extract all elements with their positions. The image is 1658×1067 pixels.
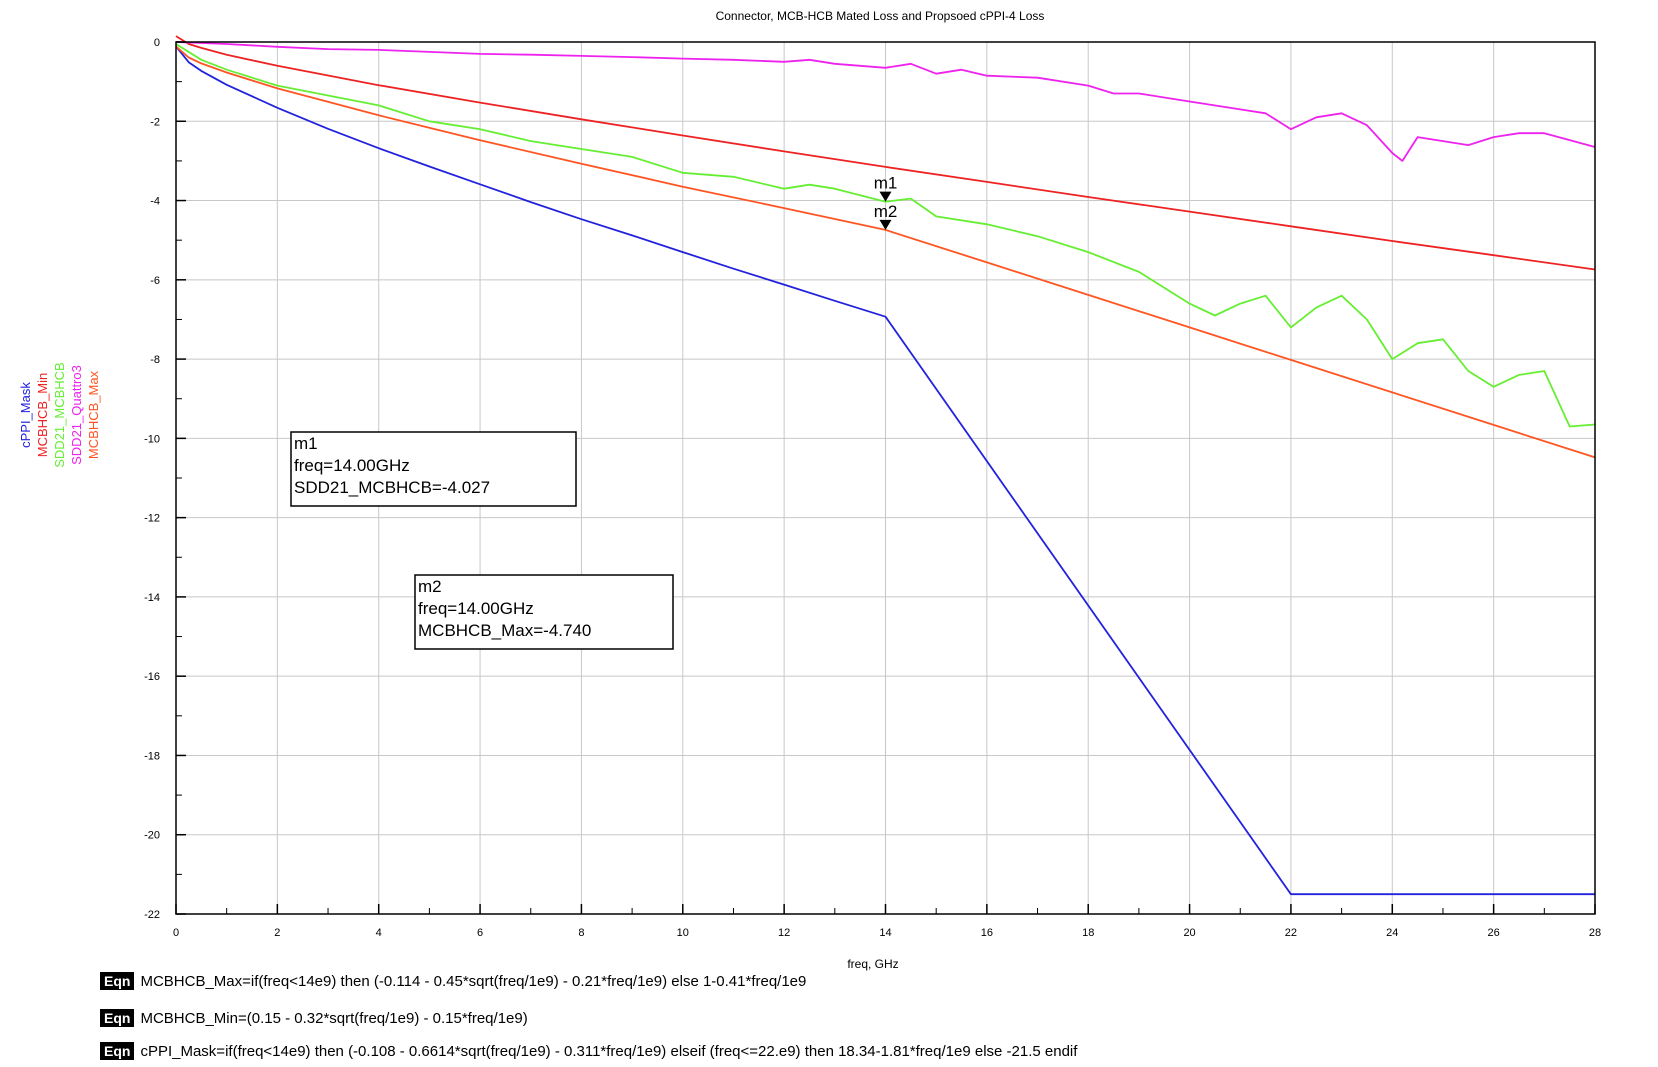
x-tick-label: 22	[1285, 927, 1297, 939]
series-line-mcbhcb-max	[175, 45, 1596, 459]
y-tick-label: -20	[144, 830, 160, 842]
x-tick-label: 4	[376, 927, 382, 939]
marker-m1-readout-box	[290, 431, 577, 507]
y-tick-label: 0	[154, 37, 160, 49]
y-tick-label: -22	[144, 909, 160, 921]
markers: m1 m1 freq=14.00GHz SDD21_MCBHCB=-4.027 m2 m2…	[290, 174, 898, 650]
series-line-mcbhcb-min	[175, 35, 1596, 271]
y-tick-label: -14	[144, 592, 160, 604]
marker-m1-readout-line: freq=14.00GHz	[294, 456, 410, 475]
eqn-text: MCBHCB_Max=if(freq<14e9) then (-0.114 - …	[140, 972, 807, 990]
eqn-text: cPPI_Mask=if(freq<14e9) then (-0.108 - 0…	[140, 1042, 1078, 1060]
axis-ticks: 0 2 4 6 8 10 12 14 16 18 20 22 24 26 280-2-4-6-8-10-12…	[144, 37, 1601, 939]
legend: cPPI_Mask MCBHCB_Min SDD21_MCBHCB SDD21_Qua…	[18, 362, 101, 467]
x-tick-label: 28	[1589, 927, 1601, 939]
y-tick-label: -6	[150, 275, 160, 287]
marker-m2-readout-line: m2	[418, 577, 442, 596]
eqn-badge: Eqn	[100, 972, 135, 990]
x-tick-label: 24	[1386, 927, 1398, 939]
marker-m2-readout-box	[414, 574, 674, 650]
y-tick-label: -4	[150, 196, 160, 208]
legend-entry-mcbhcb-max: MCBHCB_Max	[86, 370, 101, 459]
y-tick-label: -12	[144, 513, 160, 525]
marker-m1-readout-line: SDD21_MCBHCB=-4.027	[294, 478, 490, 497]
x-tick-label: 0	[173, 927, 179, 939]
eqn-badge: Eqn	[100, 1009, 135, 1027]
equation-row-mcbhcb-max: Eqn MCBHCB_Max=if(freq<14e9) then (-0.11…	[100, 970, 806, 992]
marker-m1-triangle	[879, 191, 892, 202]
legend-entry-sdd21-quattro3: SDD21_Quattro3	[69, 365, 84, 465]
x-tick-label: 2	[274, 927, 280, 939]
x-tick-label: 6	[477, 927, 483, 939]
y-tick-label: -8	[150, 354, 160, 366]
y-tick-label: -10	[144, 433, 160, 445]
marker-m1-label: m1	[874, 174, 898, 193]
legend-entry-cppi-mask: cPPI_Mask	[18, 382, 33, 448]
x-tick-label: 20	[1183, 927, 1195, 939]
marker-m2-triangle	[879, 219, 892, 230]
x-tick-label: 26	[1488, 927, 1500, 939]
series-line-sdd21-quattro3	[175, 41, 1596, 162]
y-tick-label: -2	[150, 116, 160, 128]
x-tick-label: 14	[879, 927, 891, 939]
x-tick-label: 10	[677, 927, 689, 939]
marker-m1-readout-line: m1	[294, 434, 318, 453]
marker-m2-readout-line: freq=14.00GHz	[418, 599, 534, 618]
x-tick-label: 12	[778, 927, 790, 939]
x-tick-label: 8	[578, 927, 584, 939]
chart-title: Connector, MCB-HCB Mated Loss and Propso…	[716, 9, 1045, 23]
series-line-cppi-mask	[175, 45, 1595, 896]
series-line-sdd21-mcbhcb	[175, 43, 1596, 428]
equation-row-mcbhcb-min: Eqn MCBHCB_Min=(0.15 - 0.32*sqrt(freq/1e…	[100, 1007, 528, 1029]
legend-entry-mcbhcb-min: MCBHCB_Min	[35, 373, 50, 458]
x-axis-label: freq, GHz	[847, 957, 898, 971]
x-tick-label: 18	[1082, 927, 1094, 939]
eqn-badge: Eqn	[100, 1042, 135, 1060]
marker-m2-label: m2	[874, 202, 898, 221]
y-tick-label: -16	[144, 671, 160, 683]
y-tick-label: -18	[144, 750, 160, 762]
marker-m2-readout-line: MCBHCB_Max=-4.740	[418, 621, 591, 640]
legend-entry-sdd21-mcbhcb: SDD21_MCBHCB	[52, 362, 67, 467]
x-tick-label: 16	[981, 927, 993, 939]
eqn-text: MCBHCB_Min=(0.15 - 0.32*sqrt(freq/1e9) -…	[140, 1009, 528, 1027]
equation-row-cppi-mask: Eqn cPPI_Mask=if(freq<14e9) then (-0.108…	[100, 1040, 1077, 1062]
series-lines	[175, 35, 1596, 896]
